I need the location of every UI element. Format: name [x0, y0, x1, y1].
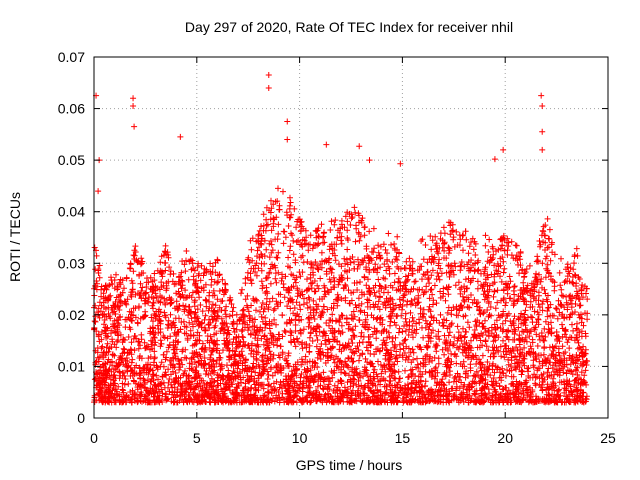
data-points: [91, 72, 591, 406]
roti-outlier-point: [265, 72, 272, 79]
x-tick-label: 20: [497, 430, 513, 446]
y-tick-label: 0.07: [58, 49, 85, 65]
roti-outlier-point: [539, 102, 546, 109]
roti-outlier-point: [131, 123, 138, 130]
roti-outlier-point: [284, 118, 291, 125]
x-tick-label: 5: [193, 430, 201, 446]
y-tick-label: 0.04: [58, 204, 85, 220]
roti-outlier-point: [539, 128, 546, 135]
roti-outlier-point: [366, 157, 373, 164]
roti-outlier-point: [95, 188, 102, 195]
roti-outlier-point: [265, 84, 272, 91]
y-tick-label: 0.01: [58, 358, 85, 374]
y-tick-label: 0.05: [58, 152, 85, 168]
roti-point-cloud: [91, 185, 591, 406]
x-tick-label: 10: [292, 430, 308, 446]
roti-outlier-point: [397, 160, 404, 167]
y-tick-label: 0.02: [58, 307, 85, 323]
roti-outlier-point: [177, 133, 184, 140]
roti-outlier-point: [500, 146, 507, 153]
axes: [93, 56, 609, 419]
chart-title: Day 297 of 2020, Rate Of TEC Index for r…: [185, 19, 513, 35]
y-tick-label: 0.03: [58, 255, 85, 271]
roti-outlier-point: [284, 136, 291, 143]
y-tick-label: 0: [77, 410, 85, 426]
roti-outlier-point: [538, 92, 545, 99]
roti-outlier-point: [130, 102, 137, 109]
tick-labels: 0 5 10 15 20 25 0 0.01 0.02 0.03 0.04 0.05 0.06 0.07: [58, 49, 616, 446]
x-tick-label: 0: [90, 430, 98, 446]
roti-outlier-point: [491, 156, 498, 163]
roti-outlier-point: [539, 146, 546, 153]
y-axis-label: ROTI / TECUs: [7, 192, 23, 282]
roti-outlier-point: [323, 141, 330, 148]
x-tick-label: 25: [600, 430, 616, 446]
x-tick-label: 15: [395, 430, 411, 446]
roti-outlier-point: [356, 143, 363, 150]
plot-border: [93, 56, 609, 419]
roti-outlier-point: [130, 95, 137, 102]
y-tick-label: 0.06: [58, 101, 85, 117]
x-axis-label: GPS time / hours: [296, 457, 403, 473]
